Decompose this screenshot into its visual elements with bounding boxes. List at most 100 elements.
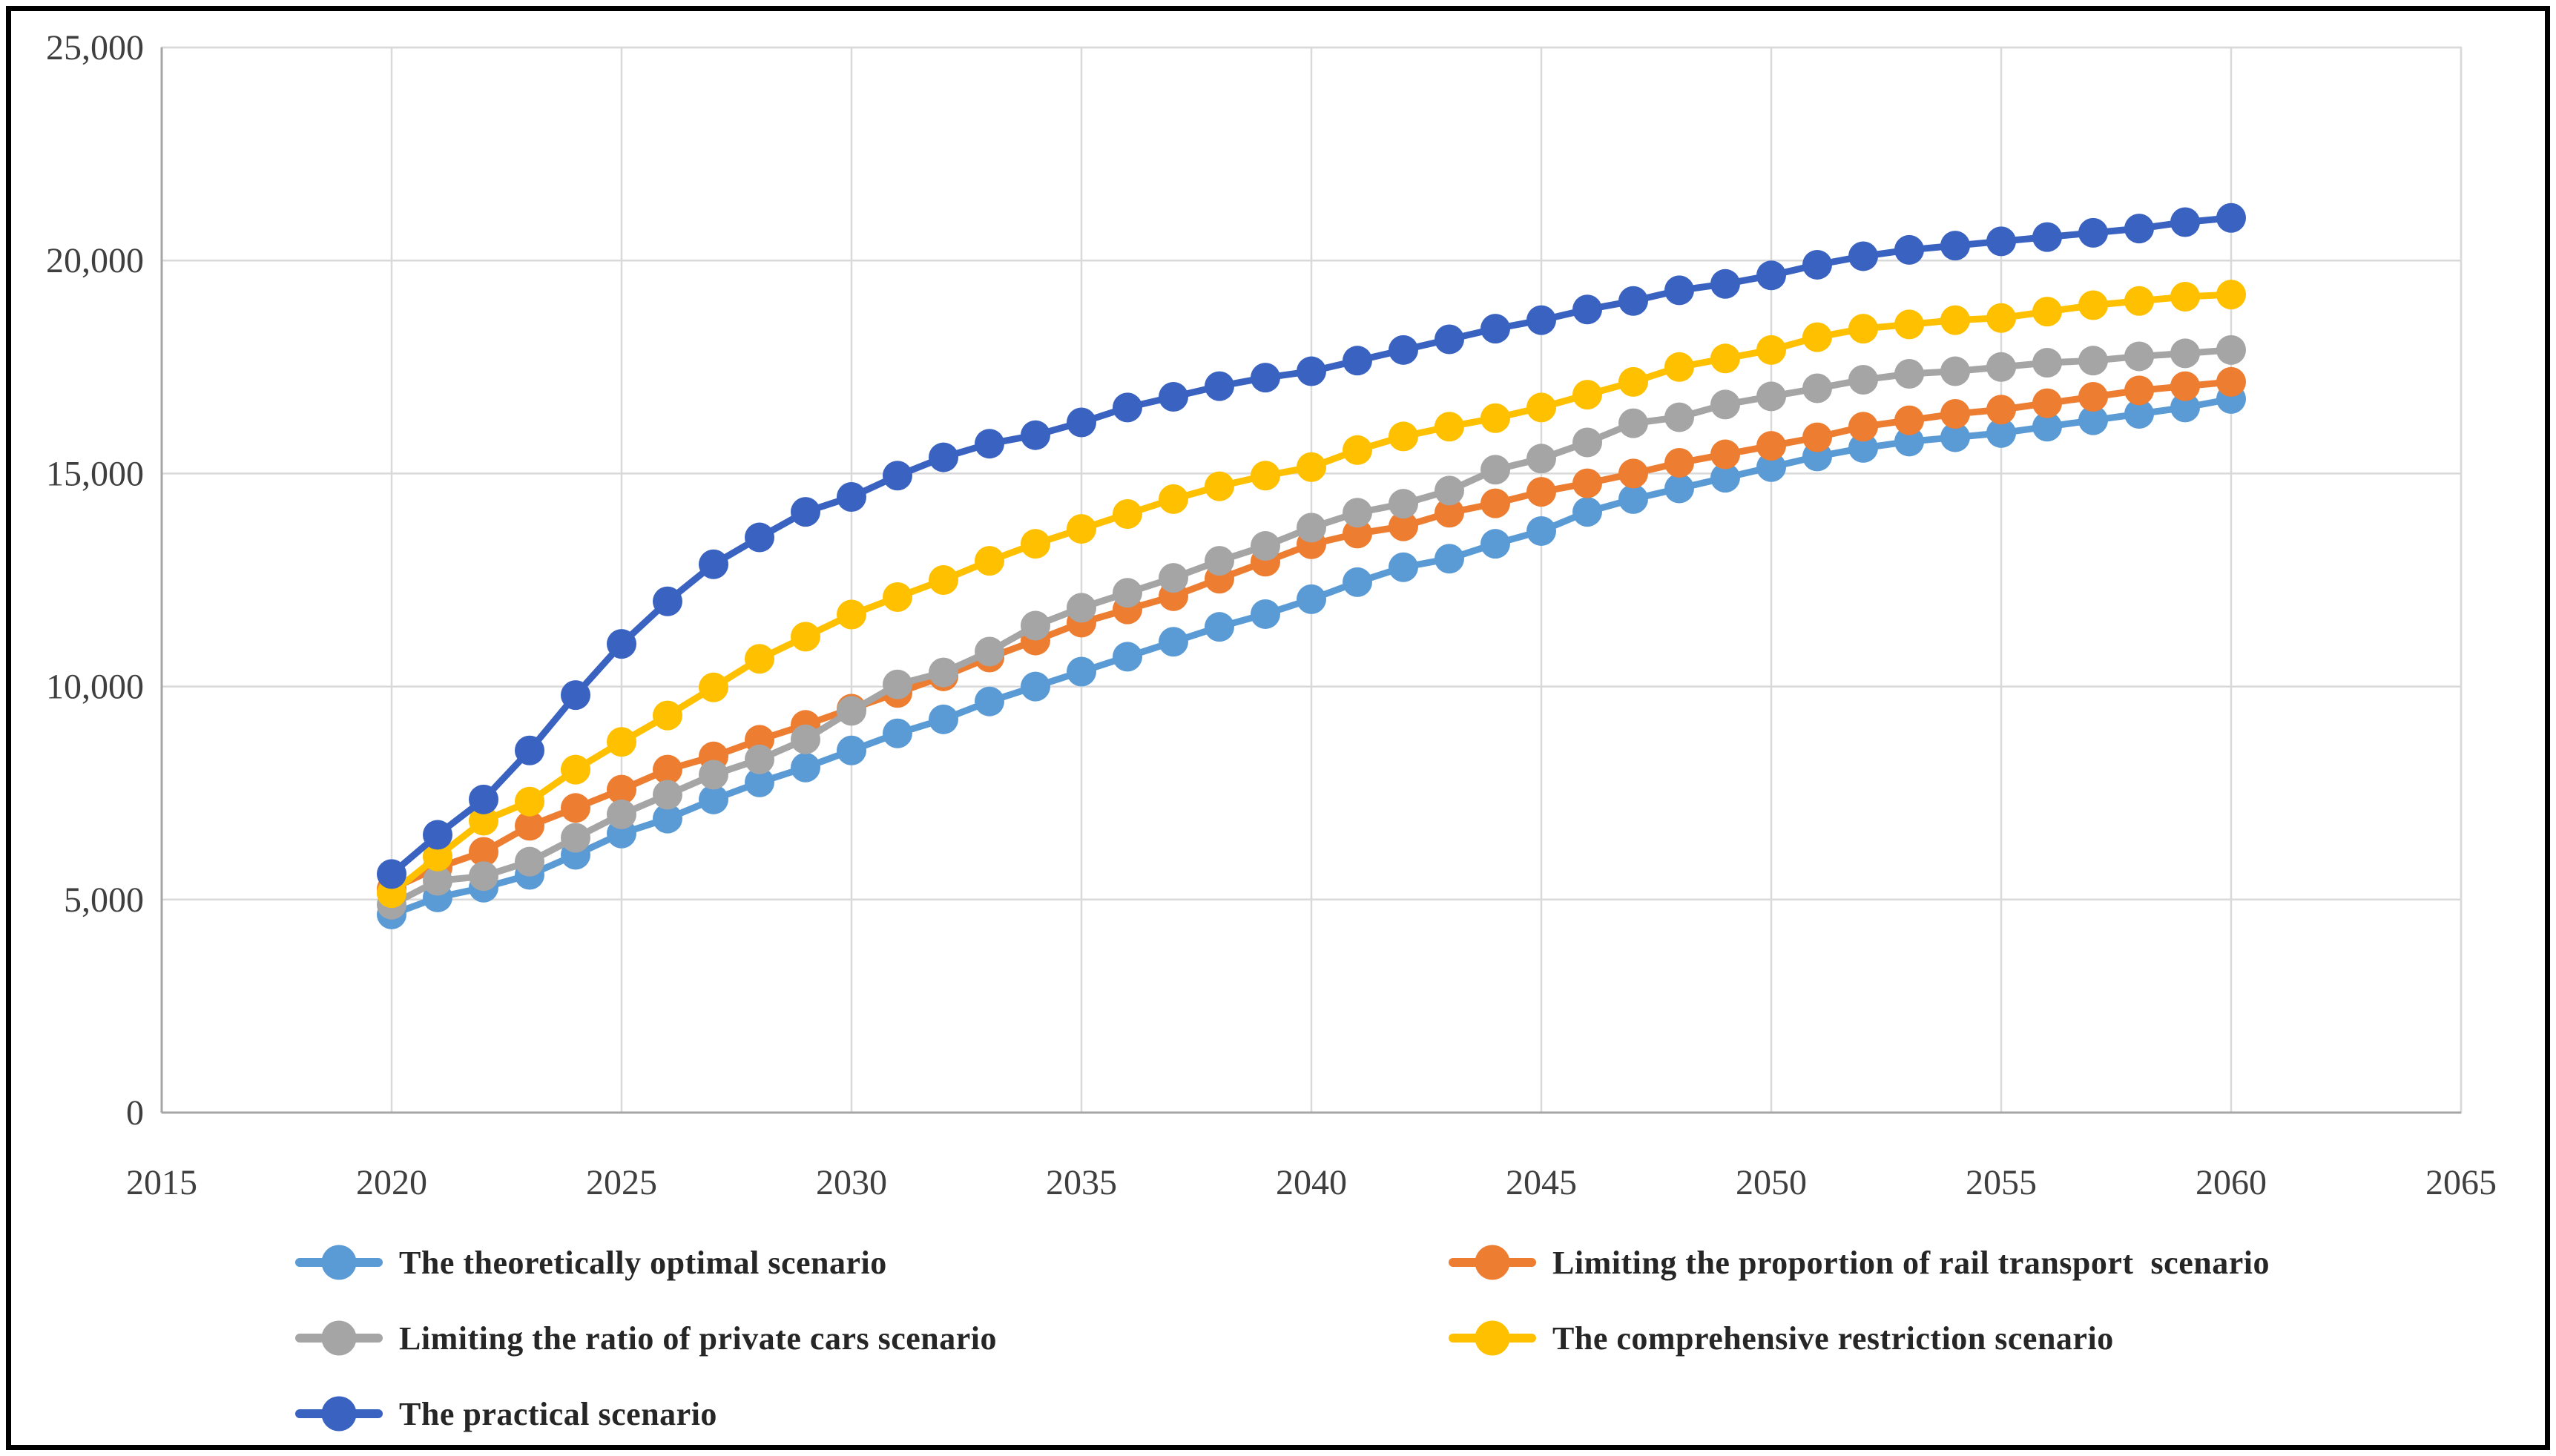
data-point — [1710, 463, 1740, 493]
data-point — [1251, 531, 1280, 561]
data-point — [1389, 335, 1418, 365]
y-tick-label: 15,000 — [46, 454, 144, 493]
data-point — [1986, 395, 2016, 425]
data-point — [2032, 388, 2062, 418]
data-point — [1251, 363, 1280, 393]
y-tick-label: 0 — [126, 1093, 144, 1133]
data-point — [1205, 546, 1234, 576]
data-point — [2124, 375, 2154, 406]
legend-marker-line-dot-icon — [295, 1243, 383, 1282]
data-point — [1802, 322, 1832, 352]
data-point — [1986, 352, 2016, 382]
data-point — [607, 629, 636, 659]
data-point — [1113, 392, 1142, 423]
data-point — [1159, 382, 1188, 412]
data-point — [2032, 222, 2062, 252]
data-point — [423, 841, 452, 872]
data-point — [1848, 432, 1878, 463]
data-point — [1389, 552, 1418, 582]
data-point — [1618, 458, 1648, 489]
data-point — [1480, 488, 1510, 518]
data-point — [515, 846, 544, 877]
data-point — [1343, 435, 1372, 465]
data-point — [1710, 269, 1740, 299]
data-point — [1297, 452, 1326, 482]
data-point — [515, 786, 544, 817]
data-point — [791, 752, 820, 783]
data-point — [653, 754, 682, 785]
data-point — [975, 546, 1004, 576]
data-point — [883, 669, 912, 699]
data-point — [745, 767, 774, 797]
data-point — [1435, 475, 1464, 506]
data-point — [607, 774, 636, 805]
data-point — [1297, 584, 1326, 614]
data-point — [561, 754, 590, 785]
data-point — [1297, 356, 1326, 386]
x-tick-label: 2020 — [356, 1163, 427, 1202]
data-point — [883, 718, 912, 748]
data-point — [607, 799, 636, 829]
data-point — [1848, 412, 1878, 442]
data-point — [1251, 461, 1280, 491]
data-point — [1986, 303, 2016, 333]
x-tick-label: 2045 — [1506, 1163, 1577, 1202]
chart-outer-border — [6, 6, 2550, 1450]
data-point — [1067, 514, 1096, 544]
data-point — [1848, 241, 1878, 271]
data-point — [2032, 297, 2062, 327]
data-point — [1113, 578, 1142, 608]
data-point — [1664, 473, 1694, 504]
data-point — [699, 672, 728, 702]
data-point — [1021, 420, 1050, 450]
data-point — [2078, 405, 2108, 435]
data-point — [653, 586, 682, 616]
data-point — [1021, 529, 1050, 559]
data-point — [837, 599, 866, 630]
data-point — [2078, 382, 2108, 412]
data-point — [791, 497, 820, 527]
data-point — [1159, 627, 1188, 657]
data-point — [929, 657, 958, 688]
data-point — [1480, 403, 1510, 433]
data-point — [1205, 612, 1234, 642]
y-tick-label: 25,000 — [46, 28, 144, 67]
data-point — [515, 811, 544, 841]
x-tick-label: 2050 — [1736, 1163, 1807, 1202]
data-point — [699, 549, 728, 579]
data-point — [1480, 314, 1510, 344]
data-point — [2124, 341, 2154, 372]
data-point — [1251, 599, 1280, 629]
data-point — [2170, 392, 2200, 423]
data-point — [1435, 498, 1464, 528]
y-tick-label: 20,000 — [46, 241, 144, 280]
data-point — [2216, 335, 2246, 365]
x-tick-label: 2015 — [126, 1163, 197, 1202]
data-point — [1894, 358, 1924, 389]
data-point — [699, 784, 728, 814]
data-point — [1343, 498, 1372, 528]
data-point — [1664, 275, 1694, 306]
data-point — [423, 866, 452, 896]
data-point — [791, 724, 820, 754]
data-point — [883, 461, 912, 491]
data-point — [1113, 642, 1142, 672]
data-point — [791, 622, 820, 652]
data-point — [1205, 371, 1234, 401]
data-point — [607, 727, 636, 757]
data-point — [1940, 422, 1970, 452]
data-point — [1021, 671, 1050, 702]
data-point — [469, 806, 498, 836]
data-point — [929, 442, 958, 472]
legend-marker-line-dot-icon — [1449, 1319, 1536, 1357]
data-point — [1297, 513, 1326, 543]
data-point — [1159, 563, 1188, 593]
data-point — [1618, 366, 1648, 397]
data-point — [1021, 610, 1050, 641]
data-point — [1986, 418, 2016, 448]
legend-label: The practical scenario — [399, 1395, 717, 1432]
legend-marker-line-dot-icon — [295, 1394, 383, 1433]
series-2 — [377, 335, 2246, 920]
